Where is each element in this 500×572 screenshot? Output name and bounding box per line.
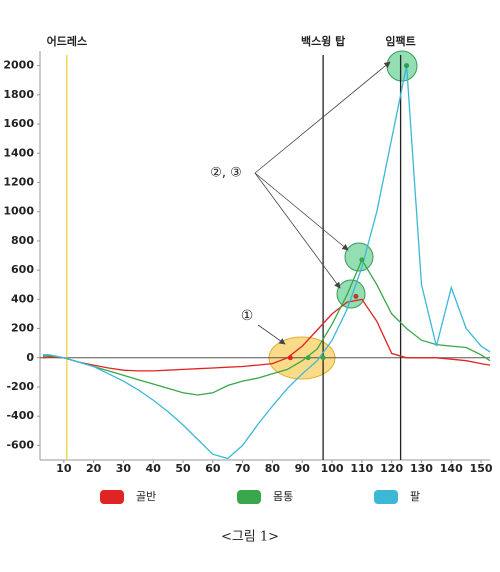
highlight-dot bbox=[359, 257, 365, 263]
y-tick-label: 400 bbox=[11, 292, 34, 305]
y-tick-label: 1000 bbox=[3, 205, 34, 218]
y-tick-label: 0 bbox=[26, 351, 34, 364]
x-tick-label: 30 bbox=[116, 462, 132, 475]
y-tick-label: 800 bbox=[11, 234, 34, 247]
legend-label: 몸통 bbox=[273, 490, 293, 503]
series-line bbox=[43, 65, 491, 460]
y-tick-label: -400 bbox=[6, 409, 34, 422]
x-tick-label: 20 bbox=[86, 462, 102, 475]
x-tick-label: 130 bbox=[410, 462, 433, 475]
highlight-dot bbox=[305, 355, 311, 361]
y-tick-label: 600 bbox=[11, 263, 34, 276]
x-tick-label: 140 bbox=[440, 462, 463, 475]
legend-label: 골반 bbox=[136, 490, 156, 503]
y-tick-label: 2000 bbox=[3, 59, 34, 72]
series-line bbox=[42, 298, 491, 372]
legend-swatch bbox=[100, 490, 124, 504]
x-tick-label: 50 bbox=[175, 462, 191, 475]
x-tick-label: 100 bbox=[321, 462, 344, 475]
x-tick-label: 150 bbox=[470, 462, 493, 475]
x-tick-label: 80 bbox=[265, 462, 281, 475]
x-tick-label: 60 bbox=[205, 462, 221, 475]
x-tick-label: 70 bbox=[235, 462, 251, 475]
event-label: 어드레스 bbox=[47, 34, 87, 48]
y-tick-label: -200 bbox=[6, 380, 34, 393]
annotation: ②, ③ bbox=[210, 166, 242, 181]
plot: -600 -400 -200 0 200 400 600 800 1000 1200 1400 160… bbox=[3, 34, 493, 475]
y-tick-label: 1800 bbox=[3, 88, 34, 101]
x-tick-label: 40 bbox=[146, 462, 162, 475]
annotation: ① bbox=[241, 308, 254, 324]
legend-label: 팔 bbox=[410, 490, 420, 503]
highlight-dot bbox=[320, 355, 326, 361]
legend-swatch bbox=[374, 490, 398, 504]
x-tick-label: 110 bbox=[350, 462, 373, 475]
series-line bbox=[42, 258, 491, 396]
y-tick-label: 1400 bbox=[3, 146, 34, 159]
x-tick-label: 10 bbox=[56, 462, 72, 475]
highlight-circle bbox=[386, 50, 418, 82]
event-label: 임팩트 bbox=[385, 34, 415, 48]
y-tick-label: -600 bbox=[6, 438, 34, 451]
y-tick-label: 200 bbox=[11, 322, 34, 335]
y-tick-label: 1600 bbox=[3, 117, 34, 130]
highlight-dot bbox=[287, 355, 293, 361]
legend: 골반 몸통 팔 bbox=[100, 490, 420, 504]
highlight-dot bbox=[404, 63, 410, 69]
caption: <그림 1> bbox=[221, 530, 279, 545]
highlight-dot bbox=[353, 293, 359, 299]
x-tick-label: 90 bbox=[295, 462, 311, 475]
legend-swatch bbox=[237, 490, 261, 504]
y-tick-label: 1200 bbox=[3, 175, 34, 188]
x-tick-label: 120 bbox=[380, 462, 403, 475]
event-label: 백스윙 탑 bbox=[301, 34, 345, 48]
arrows bbox=[254, 61, 391, 345]
